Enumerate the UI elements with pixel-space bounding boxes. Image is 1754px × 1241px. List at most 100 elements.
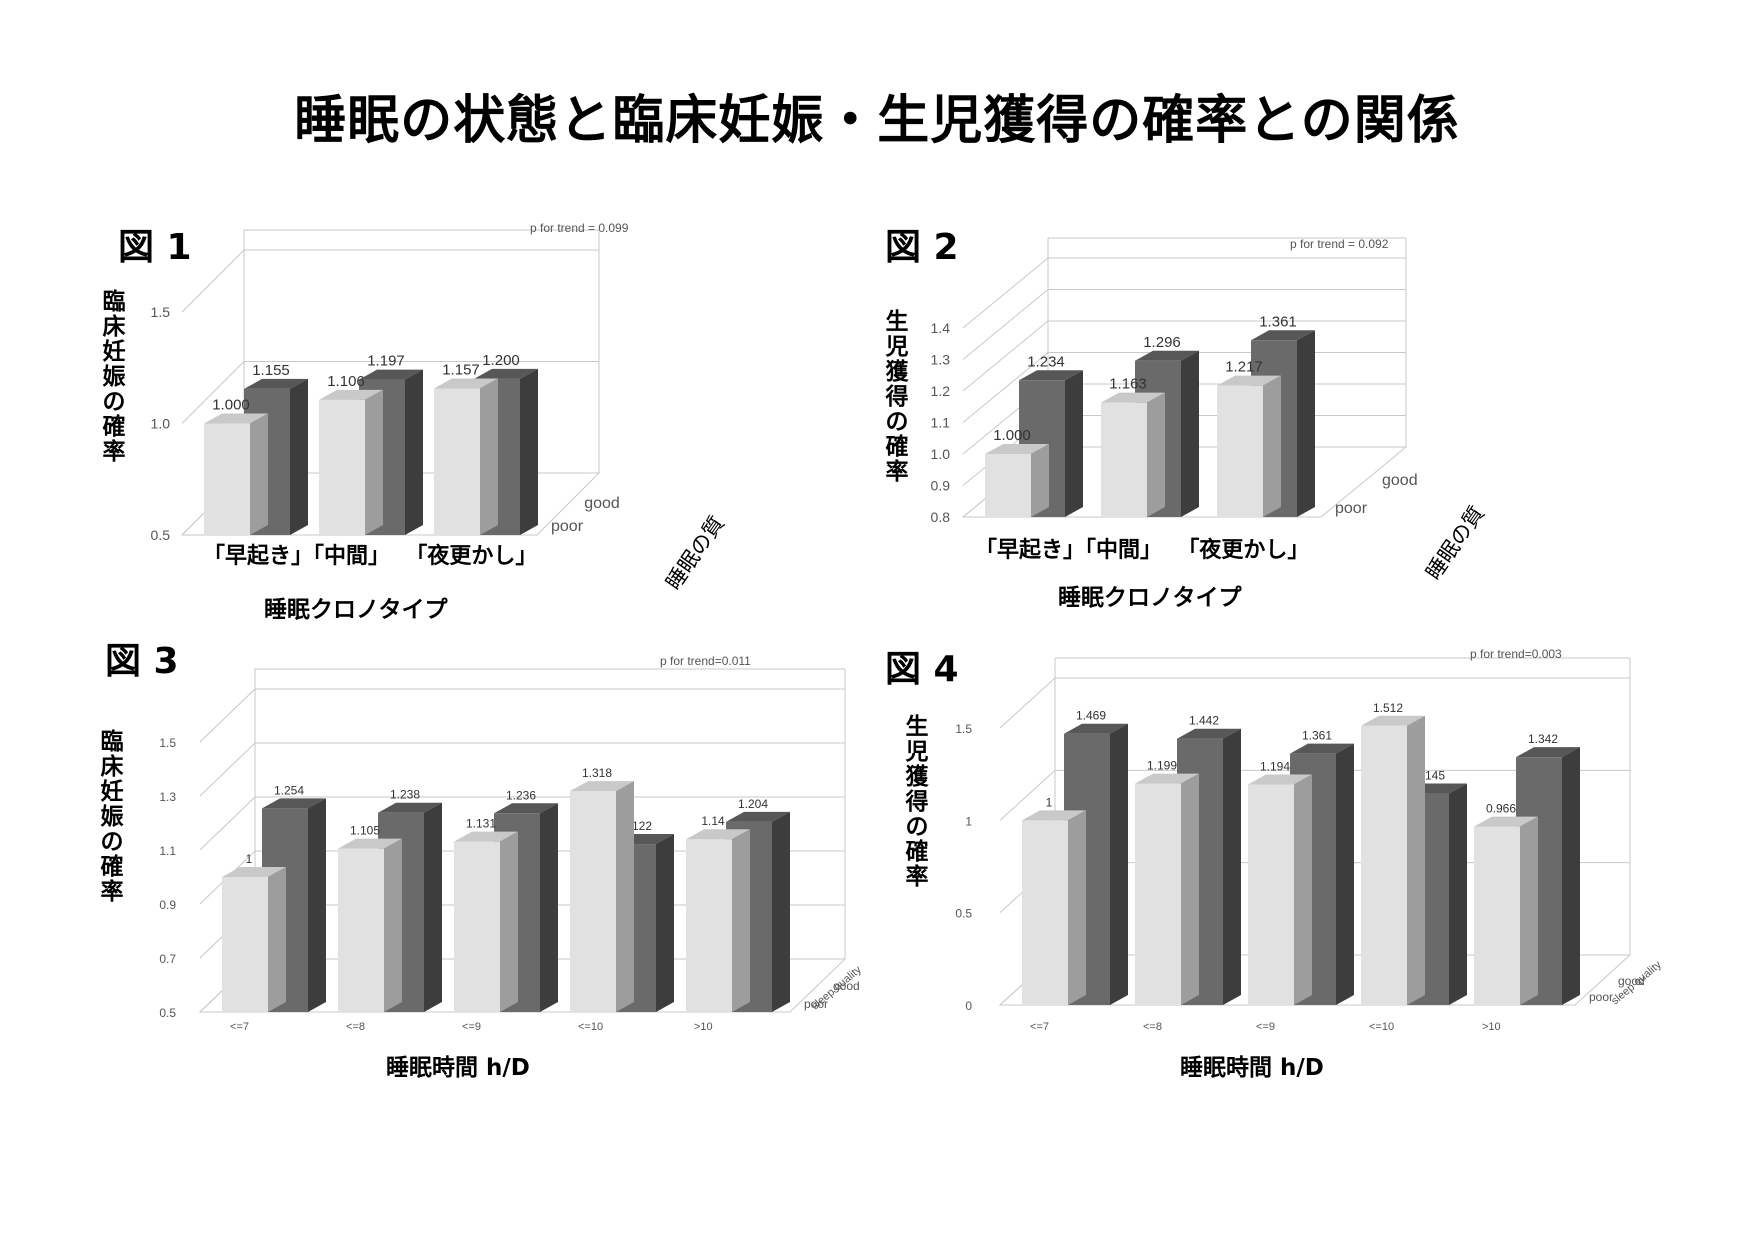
- y-tick-label: 1.1: [159, 844, 176, 858]
- bar-poor-side: [1031, 444, 1049, 517]
- bar-poor-top: [319, 389, 383, 400]
- bar-poor-top: [686, 829, 750, 840]
- bar-poor-front: [985, 454, 1031, 517]
- category-label: <=9: [462, 1021, 481, 1033]
- data-label: 1.157: [442, 361, 480, 378]
- bar-poor-front: [319, 399, 365, 535]
- bar-poor-side: [1294, 774, 1312, 1005]
- bar-poor-front: [686, 839, 732, 1012]
- y-tick-label: 0.7: [159, 952, 176, 966]
- gridline-depth: [962, 257, 1049, 329]
- legend-poor: poor: [551, 518, 584, 535]
- figure-3-label: 図 3: [105, 641, 179, 682]
- bar-poor: 1.318: [570, 766, 634, 1012]
- y-tick-label: 0: [965, 999, 972, 1013]
- bar-poor-top: [222, 867, 286, 877]
- bar-good-side: [424, 802, 442, 1012]
- y-tick-label: 1.3: [159, 790, 176, 804]
- bar-good-side: [290, 378, 308, 535]
- gridline-depth: [962, 320, 1049, 392]
- bar-poor: 1.000: [204, 397, 268, 535]
- y-tick-label: 1.4: [931, 320, 951, 336]
- bar-poor-side: [1068, 810, 1086, 1005]
- bar-poor-top: [1022, 810, 1086, 821]
- bar-poor-side: [365, 389, 383, 535]
- legend-good: good: [584, 495, 620, 512]
- category-label: 「中間」: [313, 544, 391, 569]
- y-tick-label: 1.0: [931, 446, 951, 462]
- data-label: 1.131: [466, 817, 496, 831]
- figure-4-xlabel: 睡眠時間 h/D: [1180, 1055, 1324, 1081]
- y-tick-label: 1.1: [931, 415, 951, 431]
- bar-poor: 1: [1022, 795, 1086, 1005]
- data-label: 1.163: [1109, 376, 1147, 393]
- plot-area: 0.5 1.0 1.5: [151, 229, 601, 543]
- bar-poor: 1: [222, 852, 286, 1012]
- bar-poor-front: [338, 848, 384, 1012]
- bar-good-side: [1110, 723, 1128, 1005]
- category-label: 「夜更かし」: [1177, 538, 1310, 563]
- figure-4-ylabel: 生児獲得の確率: [905, 714, 929, 890]
- bar-poor-front: [1101, 402, 1147, 517]
- bar-good-side: [520, 368, 538, 535]
- page-title: 睡眠の状態と臨床妊娠・生児獲得の確率との関係: [294, 91, 1460, 151]
- legend-good: good: [1618, 974, 1645, 988]
- figure-3-ylabel: 臨床妊娠の確率: [100, 729, 124, 905]
- bar-poor-front: [1135, 783, 1181, 1005]
- bar-good-side: [1065, 370, 1083, 517]
- category-label: 「早起き」: [975, 538, 1086, 563]
- gridline-depth: [199, 688, 256, 743]
- bar-poor: 1.131: [454, 817, 518, 1012]
- bar-poor-side: [384, 838, 402, 1012]
- bar-poor-side: [1263, 375, 1281, 517]
- gridline-depth: [181, 249, 245, 313]
- bar-poor-side: [268, 867, 286, 1012]
- data-label: 1.254: [274, 783, 304, 797]
- bar-good-top: [1064, 723, 1128, 734]
- figure-1-ylabel: 臨床妊娠の確率: [102, 289, 126, 465]
- trend-annotation: p for trend=0.011: [660, 654, 751, 668]
- bar-poor-side: [500, 831, 518, 1012]
- category-label: >10: [694, 1021, 713, 1033]
- data-label: 1: [246, 852, 253, 866]
- y-tick-label: 0.9: [159, 898, 176, 912]
- y-tick-label: 0.9: [931, 478, 951, 494]
- bar-poor-top: [1474, 816, 1538, 827]
- bar-poor-side: [1407, 715, 1425, 1005]
- y-tick-label: 0.5: [955, 907, 972, 921]
- bar-poor-front: [454, 841, 500, 1012]
- figure-3-xlabel: 睡眠時間 h/D: [386, 1055, 530, 1081]
- bar-poor-top: [985, 444, 1049, 454]
- data-label: 1.361: [1259, 313, 1297, 330]
- data-label: 1.236: [506, 788, 536, 802]
- data-label: 1.204: [738, 797, 768, 811]
- bar-poor-top: [1361, 715, 1425, 726]
- trend-annotation: p for trend=0.003: [1470, 647, 1562, 661]
- y-tick-label: 1: [965, 814, 972, 828]
- data-label: 1.234: [1027, 353, 1065, 370]
- bar-poor-front: [1217, 385, 1263, 517]
- bar-good-top: [1019, 370, 1083, 381]
- figure-1-categories: 「早起き」「中間」 「夜更かし」: [203, 538, 537, 570]
- bar-poor: 1.199: [1135, 759, 1199, 1005]
- category-label: 「中間」: [1085, 538, 1163, 563]
- bar-poor-front: [204, 423, 250, 535]
- bar-poor-side: [1147, 392, 1165, 517]
- bar-good-top: [474, 368, 538, 379]
- bar-poor: 1.157: [434, 361, 498, 535]
- data-label: 1.238: [390, 788, 420, 802]
- y-tick-label: 1.3: [931, 352, 951, 368]
- bar-poor-front: [1361, 725, 1407, 1005]
- bar-poor-top: [204, 413, 268, 424]
- bar-poor-side: [250, 413, 268, 535]
- bar-poor-front: [1474, 826, 1520, 1005]
- figure-2-label: 図 2: [885, 227, 959, 268]
- bar-good-side: [540, 803, 558, 1012]
- bar-poor-side: [732, 829, 750, 1012]
- bar-poor-side: [480, 378, 498, 535]
- bar-poor-top: [1135, 773, 1199, 784]
- legend-poor: poor: [804, 997, 828, 1011]
